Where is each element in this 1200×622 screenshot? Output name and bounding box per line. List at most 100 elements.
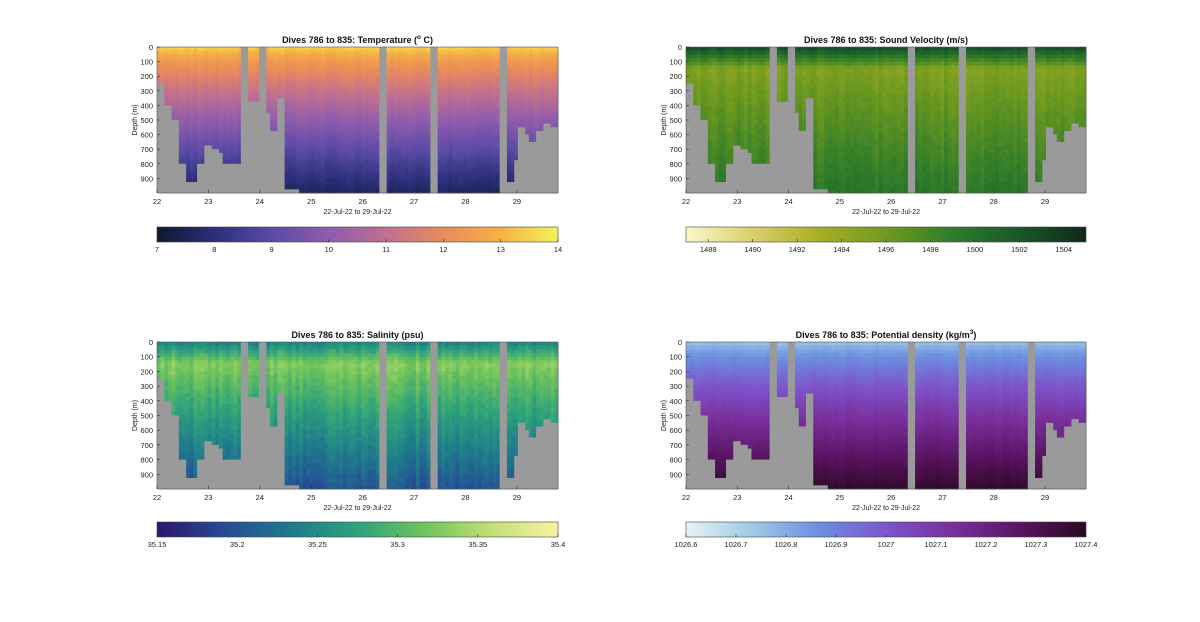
heatmap-cell [208,130,213,135]
heatmap-cell [686,174,691,179]
sound-velocity-panel: Dives 786 to 835: Sound Velocity (m/s)01… [661,35,1087,254]
heatmap-cell [707,134,712,139]
heatmap-cell [700,61,705,66]
heatmap-cell [390,185,395,190]
heatmap-cell [426,178,431,183]
heatmap-cell [693,145,698,150]
heatmap-cell [686,120,691,125]
heatmap-cell [463,134,468,139]
heatmap-cell [441,167,446,172]
heatmap-cell [375,79,380,84]
heatmap-cell [368,174,373,179]
heatmap-cell [186,87,191,92]
heatmap-cell [321,178,326,183]
heatmap-cell [686,163,691,168]
heatmap-cell [277,149,282,154]
heatmap-cell [361,79,366,84]
heatmap-cell [262,76,267,81]
heatmap-cell [226,134,231,139]
heatmap-cell [722,50,727,55]
heatmap-cell [528,105,533,110]
heatmap-cell [528,123,533,128]
heatmap-cell [383,50,388,55]
heatmap-cell [726,189,731,194]
heatmap-cell [204,167,209,172]
heatmap-cell [401,112,406,117]
heatmap-cell [390,83,395,88]
heatmap-cell [193,54,198,59]
heatmap-cell [321,130,326,135]
heatmap-cell [339,178,344,183]
heatmap-cell [364,101,369,106]
heatmap-cell [284,47,289,52]
heatmap-cell [401,141,406,146]
heatmap-cell [284,167,289,172]
heatmap-cell [696,185,701,190]
heatmap-cell [182,76,187,81]
heatmap-cell [375,83,380,88]
heatmap-cell [726,54,731,59]
heatmap-cell [273,61,278,66]
heatmap-cell [299,127,304,132]
heatmap-cell [693,83,698,88]
heatmap-cell [182,65,187,70]
heatmap-cell [715,112,720,117]
heatmap-cell [167,101,172,106]
heatmap-cell [397,61,402,66]
heatmap-cell [328,109,333,114]
heatmap-cell [528,189,533,194]
heatmap-cell [423,156,428,161]
heatmap-cell [310,123,315,128]
heatmap-cell [295,116,300,121]
heatmap-cell [346,120,351,125]
heatmap-cell [353,76,358,81]
heatmap-cell [204,152,209,157]
heatmap-cell [277,123,282,128]
heatmap-cell [328,87,333,92]
heatmap-cell [715,174,720,179]
heatmap-cell [510,127,515,132]
heatmap-cell [379,105,384,110]
heatmap-cell [313,141,318,146]
heatmap-cell [306,57,311,62]
heatmap-cell [251,182,256,187]
heatmap-cell [412,130,417,135]
heatmap-cell [259,72,264,77]
heatmap-cell [543,109,548,114]
heatmap-cell [357,90,362,95]
heatmap-cell [689,79,694,84]
heatmap-cell [521,65,526,70]
heatmap-cell [401,178,406,183]
heatmap-cell [466,87,471,92]
heatmap-cell [689,171,694,176]
heatmap-cell [715,138,720,143]
heatmap-cell [379,149,384,154]
heatmap-cell [361,68,366,73]
heatmap-cell [353,50,358,55]
heatmap-cell [226,189,231,194]
heatmap-cell [474,182,479,187]
heatmap-cell [434,163,439,168]
heatmap-cell [390,101,395,106]
heatmap-cell [186,94,191,99]
heatmap-cell [291,72,296,77]
heatmap-cell [335,101,340,106]
heatmap-cell [208,98,213,103]
heatmap-cell [189,127,194,132]
heatmap-cell [718,72,723,77]
heatmap-cell [499,182,504,187]
heatmap-cell [506,152,512,157]
heatmap-cell [302,178,307,183]
heatmap-cell [463,72,468,77]
heatmap-cell [426,134,431,139]
heatmap-cell [715,160,720,165]
heatmap-cell [444,189,450,194]
heatmap-cell [171,149,176,154]
heatmap-cell [470,98,475,103]
heatmap-cell [189,105,194,110]
heatmap-cell [248,47,253,52]
heatmap-cell [517,54,522,59]
heatmap-cell [726,127,731,132]
heatmap-cell [361,138,366,143]
heatmap-cell [313,47,318,52]
